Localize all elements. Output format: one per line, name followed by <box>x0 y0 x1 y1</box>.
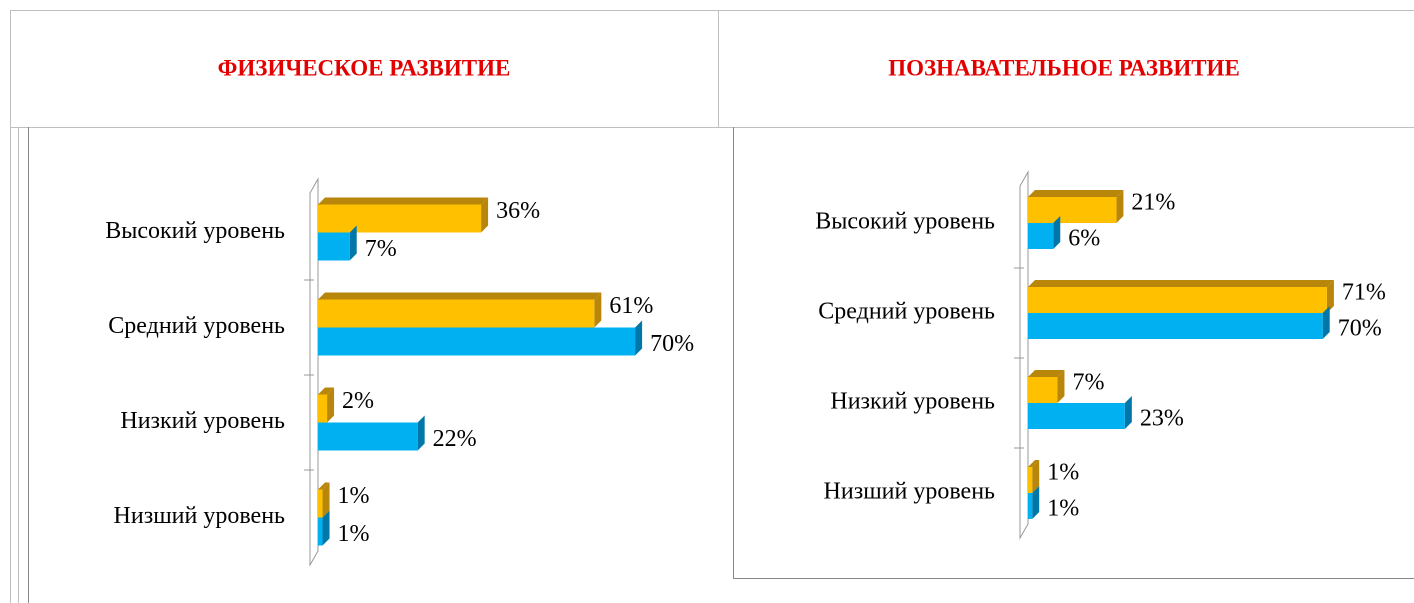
value-label: 36% <box>496 198 540 224</box>
bar-top <box>1028 280 1334 287</box>
value-label: 71% <box>1342 280 1386 306</box>
bar <box>1028 223 1054 249</box>
bar <box>318 489 323 518</box>
bar <box>1028 403 1125 429</box>
bar-side <box>322 510 330 546</box>
value-label: 21% <box>1131 190 1175 216</box>
axis-wall <box>309 177 319 567</box>
bar <box>1028 287 1327 313</box>
bar-side <box>594 292 602 328</box>
table-borders <box>10 10 1414 603</box>
value-label: 1% <box>338 483 370 509</box>
bar-side <box>349 225 357 261</box>
value-label: 2% <box>342 388 374 414</box>
category-label: Низший уровень <box>824 479 996 505</box>
bar-side <box>322 482 330 518</box>
category-label: Низкий уровень <box>120 408 285 434</box>
bar-side <box>1116 190 1124 223</box>
value-label: 23% <box>1140 406 1184 432</box>
bar-side <box>1326 280 1334 313</box>
bar <box>1028 313 1323 339</box>
category-label: Высокий уровень <box>815 209 995 235</box>
category-label: Средний уровень <box>818 299 995 325</box>
value-label: 1% <box>1047 460 1079 486</box>
bar-side <box>1032 486 1040 519</box>
category-label: Высокий уровень <box>105 218 285 244</box>
bar <box>318 517 323 546</box>
value-label: 7% <box>1072 370 1104 396</box>
bar-side <box>1053 216 1061 249</box>
bar <box>318 299 595 328</box>
bar-top <box>318 482 330 490</box>
chart-title: ПОЗНАВАТЕЛЬНОЕ РАЗВИТИЕ <box>888 55 1240 80</box>
bar <box>318 394 328 423</box>
bar-side <box>481 197 489 233</box>
bar <box>1028 493 1033 519</box>
category-label: Низкий уровень <box>830 389 995 415</box>
chart-frames <box>28 127 1414 603</box>
value-label: 6% <box>1068 226 1100 252</box>
value-label: 70% <box>650 331 694 357</box>
bar <box>1028 197 1117 223</box>
bar <box>318 232 350 261</box>
chart-title: ФИЗИЧЕСКОЕ РАЗВИТИЕ <box>218 55 511 80</box>
bar-side <box>1032 460 1040 493</box>
bar <box>1028 467 1033 493</box>
bar-top <box>318 387 335 395</box>
value-label: 70% <box>1338 316 1382 342</box>
value-label: 61% <box>609 293 653 319</box>
bar <box>318 422 418 451</box>
bar-side <box>1322 306 1330 339</box>
bar-top <box>318 292 602 300</box>
category-label: Низший уровень <box>114 503 286 529</box>
bar-side <box>327 387 335 423</box>
bar-side <box>1124 396 1132 429</box>
bar-top <box>318 197 489 205</box>
bar <box>1028 377 1058 403</box>
bar-side <box>417 415 425 451</box>
axis-wall <box>1019 170 1029 540</box>
category-label: Средний уровень <box>108 313 285 339</box>
value-label: 7% <box>365 236 397 262</box>
bar-side <box>1057 370 1065 403</box>
value-label: 1% <box>1047 496 1079 522</box>
bar <box>318 327 636 356</box>
bar-top <box>1028 460 1040 467</box>
bar <box>318 204 482 233</box>
value-label: 1% <box>338 521 370 547</box>
value-label: 22% <box>433 426 477 452</box>
bar-top <box>1028 190 1124 197</box>
bar-top <box>1028 370 1065 377</box>
bar-side <box>635 320 643 356</box>
